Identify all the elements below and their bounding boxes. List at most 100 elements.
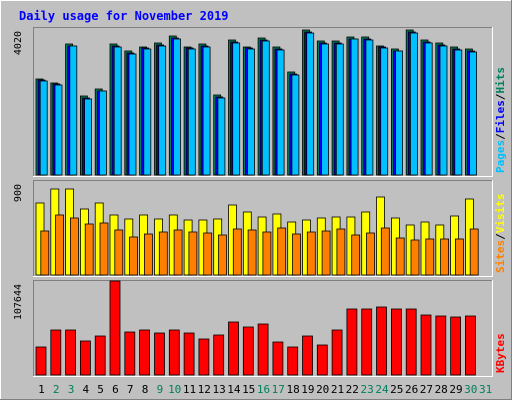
y-max-label: 4020 (13, 31, 24, 55)
bar-sites-day-14 (232, 228, 242, 276)
x-tick-label: 6 (112, 383, 119, 396)
panel-visits-sites: 900 Sites/Visits (13, 180, 507, 277)
x-tick-label: 2 (53, 383, 60, 396)
y-max-label: 107644 (13, 284, 24, 320)
bar-kbytes-day-8 (139, 329, 151, 376)
bar-kbytes-day-1 (35, 346, 47, 376)
x-tick-label: 26 (405, 383, 418, 396)
bar-sites-day-25 (395, 237, 405, 276)
x-tick-label: 22 (346, 383, 359, 396)
bar-kbytes-day-17 (272, 341, 284, 376)
bar-pages-day-15 (247, 48, 255, 176)
bar-sites-day-4 (84, 223, 94, 276)
bar-pages-day-14 (232, 42, 241, 176)
x-tick-label: 3 (68, 383, 75, 396)
bar-sites-day-29 (454, 238, 464, 276)
bar-pages-day-25 (395, 50, 404, 176)
bar-kbytes-day-15 (242, 326, 254, 376)
legend: Pages/Files/Hits (494, 67, 507, 173)
x-tick-label: 13 (212, 383, 225, 396)
bar-pages-day-2 (54, 84, 63, 176)
x-tick-label: 7 (127, 383, 134, 396)
bar-pages-day-12 (202, 46, 211, 176)
legend: Sites/Visits (494, 194, 507, 274)
x-tick-label: 19 (301, 383, 314, 396)
bar-sites-day-20 (321, 230, 331, 276)
bar-sites-day-1 (40, 230, 50, 276)
bar-pages-day-16 (261, 40, 270, 176)
bar-sites-day-7 (129, 236, 139, 276)
bar-pages-day-11 (187, 48, 196, 176)
bar-sites-day-22 (351, 234, 361, 276)
bar-pages-day-13 (217, 97, 226, 176)
bar-kbytes-day-4 (80, 340, 91, 376)
bar-kbytes-day-30 (464, 315, 476, 376)
bar-sites-day-3 (70, 217, 79, 276)
bar-kbytes-day-3 (65, 329, 76, 376)
bar-pages-day-28 (439, 45, 448, 176)
x-tick-label: 16 (257, 383, 270, 396)
x-tick-label: 4 (82, 383, 89, 396)
panel-kbytes: 107644 KBytes (13, 280, 507, 377)
bar-kbytes-day-24 (376, 306, 387, 376)
bar-pages-day-19 (306, 32, 315, 176)
legend-entry: / (494, 233, 507, 240)
x-tick-label: 17 (272, 383, 285, 396)
bar-kbytes-day-13 (213, 334, 225, 376)
x-tick-label: 18 (286, 383, 299, 396)
bar-kbytes-day-29 (450, 316, 462, 376)
bar-sites-day-28 (440, 238, 450, 276)
bar-sites-day-9 (158, 231, 168, 276)
bar-pages-day-29 (454, 49, 463, 176)
bar-sites-day-11 (188, 231, 198, 276)
bar-sites-day-30 (469, 228, 479, 276)
bar-kbytes-day-11 (183, 332, 195, 376)
bar-pages-day-26 (409, 32, 418, 176)
legend-entry: Sites (494, 240, 507, 273)
bar-sites-day-6 (114, 229, 124, 276)
x-tick-label: 23 (360, 383, 373, 396)
x-tick-label: 21 (331, 383, 344, 396)
bar-kbytes-day-20 (316, 344, 328, 376)
bar-pages-day-27 (424, 42, 433, 176)
x-tick-label: 27 (420, 383, 433, 396)
x-tick-label: 28 (435, 383, 448, 396)
chart-title: Daily usage for November 2019 (19, 9, 229, 23)
bar-sites-day-23 (366, 232, 375, 276)
bar-sites-day-12 (203, 232, 213, 276)
bar-kbytes-day-16 (257, 323, 269, 376)
bar-sites-day-19 (306, 231, 316, 276)
bar-pages-day-8 (143, 48, 152, 176)
x-tick-label: 29 (449, 383, 462, 396)
bar-kbytes-day-18 (287, 346, 299, 376)
bar-kbytes-day-22 (346, 308, 358, 376)
bar-kbytes-day-14 (228, 321, 239, 376)
x-tick-label: 20 (316, 383, 329, 396)
bar-pages-day-9 (158, 45, 167, 176)
bar-sites-day-13 (218, 234, 227, 276)
bar-sites-day-2 (55, 214, 64, 276)
bar-kbytes-day-19 (302, 335, 313, 376)
bar-kbytes-day-28 (435, 315, 447, 376)
x-tick-label: 14 (227, 383, 241, 396)
x-tick-label: 31 (479, 383, 492, 396)
bar-pages-day-17 (276, 49, 285, 176)
legend-entry: Visits (494, 194, 507, 234)
bar-kbytes-day-5 (94, 335, 106, 376)
bar-kbytes-day-12 (198, 338, 210, 376)
chart-panels: 4020Pages/Files/Hits900Sites/Visits10764… (13, 27, 507, 377)
bar-pages-day-18 (291, 74, 300, 176)
bar-pages-day-4 (84, 98, 92, 176)
y-max-label: 900 (13, 184, 24, 202)
bar-sites-day-24 (380, 227, 390, 276)
legend-entry: / (494, 133, 507, 140)
legend-entry: KBytes (494, 333, 507, 373)
legend-entry: Pages (494, 140, 507, 173)
bar-kbytes-day-25 (390, 308, 402, 376)
x-tick-label: 12 (198, 383, 211, 396)
bar-sites-day-17 (277, 227, 287, 276)
bar-sites-day-15 (247, 229, 257, 276)
bar-pages-day-22 (350, 38, 359, 176)
bar-pages-day-23 (365, 39, 374, 176)
